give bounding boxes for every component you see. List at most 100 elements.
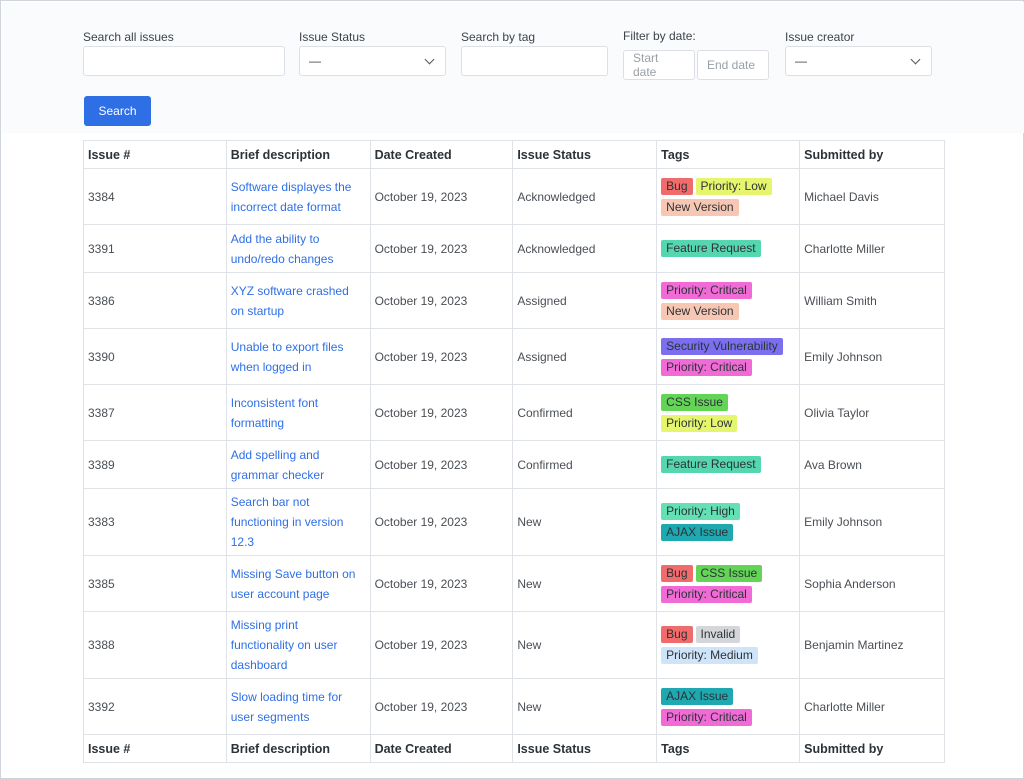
- issue-link[interactable]: user segments: [230, 709, 310, 724]
- submitted-by: Charlotte Miller: [804, 699, 885, 714]
- issue-id-cell: 3384: [83, 168, 227, 225]
- tag-badge[interactable]: Bug: [661, 177, 693, 195]
- start-date-placeholder: Start date: [633, 51, 659, 79]
- issue-link[interactable]: Add spelling and: [230, 447, 320, 462]
- tag-badge[interactable]: Priority: Critical: [661, 358, 752, 376]
- description-cell: Add the ability to undo/redo changes: [225, 224, 371, 273]
- date-cell: October 19, 2023: [369, 168, 514, 225]
- tag-badge[interactable]: Priority: Medium: [661, 647, 758, 664]
- tag-badge[interactable]: Priority: Critical: [661, 708, 752, 726]
- description-cell: Missing Save button on user account page: [225, 555, 371, 612]
- issue-link[interactable]: functioning in version: [230, 515, 344, 529]
- search-all-input[interactable]: [83, 46, 285, 76]
- tag-badge[interactable]: Priority: High: [661, 503, 740, 520]
- tag-badge[interactable]: Priority: Low: [661, 414, 738, 432]
- description-cell: Add spelling and grammar checker: [225, 440, 371, 489]
- tag-line: Priority: Critical: [661, 357, 795, 378]
- issue-link[interactable]: 12.3: [230, 535, 255, 549]
- tag-badge[interactable]: CSS Issue: [661, 393, 728, 411]
- tag-badge[interactable]: Security Vulnerability: [661, 337, 783, 355]
- issue-link[interactable]: XYZ software crashed: [230, 283, 349, 298]
- column-footer: Submitted by: [799, 734, 945, 763]
- tag-badge[interactable]: Feature Request: [661, 240, 761, 257]
- issue-link[interactable]: dashboard: [230, 658, 288, 672]
- issue-link[interactable]: when logged in: [230, 359, 312, 374]
- tag-badge[interactable]: Priority: Critical: [661, 281, 752, 299]
- tag-line: AJAX Issue: [661, 686, 795, 707]
- submitter-cell: Emily Johnson: [799, 488, 945, 556]
- submitter-cell: Sophia Anderson: [799, 555, 945, 612]
- issue-id: 3387: [88, 405, 115, 420]
- submitter-cell: Michael Davis: [799, 168, 945, 225]
- status-select-value: —: [309, 54, 321, 68]
- tag-badge[interactable]: Invalid: [695, 626, 741, 643]
- issue-id-cell: 3392: [83, 678, 227, 735]
- issue-status: Acknowledged: [517, 241, 596, 256]
- creator-label: Issue creator: [785, 30, 855, 44]
- creator-select[interactable]: —: [785, 46, 932, 76]
- column-footer: Tags: [656, 734, 801, 763]
- issue-id-cell: 3390: [83, 328, 227, 385]
- description-cell: Inconsistent font formatting: [225, 384, 371, 441]
- tag-badge[interactable]: Bug: [661, 564, 693, 582]
- search-all-label: Search all issues: [83, 30, 174, 44]
- tag-badge[interactable]: CSS Issue: [695, 564, 763, 582]
- issue-link[interactable]: incorrect date format: [230, 199, 341, 214]
- issue-link[interactable]: Software displayes the: [230, 179, 352, 194]
- tag-badge[interactable]: Priority: Critical: [661, 585, 752, 603]
- column-header: Issue Status: [512, 140, 658, 169]
- date-cell: October 19, 2023: [369, 555, 514, 612]
- date-created: October 19, 2023: [374, 349, 468, 364]
- issue-link[interactable]: grammar checker: [230, 467, 325, 482]
- issue-link[interactable]: functionality on user: [230, 638, 338, 652]
- tag-badge[interactable]: AJAX Issue: [661, 524, 734, 541]
- end-date-input[interactable]: End date: [697, 50, 769, 80]
- tag-line: AJAX Issue: [661, 522, 795, 543]
- start-date-input[interactable]: Start date: [623, 50, 695, 80]
- status-cell: New: [512, 611, 658, 679]
- submitted-by: Olivia Taylor: [804, 405, 870, 420]
- issue-id: 3390: [88, 349, 115, 364]
- tag-badge[interactable]: New Version: [661, 302, 739, 320]
- tag-badge[interactable]: AJAX Issue: [661, 687, 734, 705]
- date-created: October 19, 2023: [374, 457, 468, 472]
- issue-id: 3388: [88, 638, 115, 652]
- issue-link[interactable]: on startup: [230, 303, 285, 318]
- issue-link[interactable]: Unable to export files: [230, 339, 344, 354]
- issue-link[interactable]: user account page: [230, 586, 330, 601]
- issue-link[interactable]: formatting: [230, 415, 285, 430]
- date-filter-label: Filter by date:: [623, 29, 696, 43]
- date-created: October 19, 2023: [374, 699, 468, 714]
- issue-link[interactable]: Slow loading time for: [230, 689, 343, 704]
- search-button[interactable]: Search: [84, 96, 151, 126]
- issue-id: 3391: [88, 241, 115, 256]
- issue-id: 3383: [88, 515, 115, 529]
- submitted-by: Charlotte Miller: [804, 241, 885, 256]
- tag-badge[interactable]: Priority: Low: [695, 177, 772, 195]
- status-select[interactable]: —: [299, 46, 446, 76]
- issue-link[interactable]: Inconsistent font: [230, 395, 319, 410]
- issue-link[interactable]: undo/redo changes: [230, 251, 334, 266]
- tags-cell: Priority: High AJAX Issue: [656, 488, 801, 556]
- tag-search-input[interactable]: [461, 46, 608, 76]
- tag-badge[interactable]: New Version: [661, 198, 739, 216]
- issue-status: Assigned: [517, 293, 567, 308]
- issue-link[interactable]: Search bar not: [230, 495, 310, 509]
- issue-id-cell: 3383: [83, 488, 227, 556]
- tag-badge[interactable]: Feature Request: [661, 456, 761, 473]
- tag-badge[interactable]: Bug: [661, 626, 693, 643]
- issue-link[interactable]: Missing Save button on: [230, 566, 356, 581]
- tag-line: Bug CSS Issue: [661, 563, 795, 584]
- description-cell: Missing print functionality on user dashbo…: [225, 611, 371, 679]
- tags-cell: Bug Invalid Priority: Medium: [656, 611, 801, 679]
- issue-link[interactable]: Missing print: [230, 618, 299, 632]
- date-cell: October 19, 2023: [369, 224, 514, 273]
- issue-id: 3385: [88, 576, 115, 591]
- date-cell: October 19, 2023: [369, 328, 514, 385]
- chevron-down-icon: [910, 54, 921, 64]
- submitter-cell: William Smith: [799, 272, 945, 329]
- column-header: Date Created: [369, 140, 514, 169]
- creator-select-value: —: [795, 54, 807, 68]
- table-row: 3383 Search bar not functioning in version…: [83, 488, 945, 556]
- issue-link[interactable]: Add the ability to: [230, 231, 320, 246]
